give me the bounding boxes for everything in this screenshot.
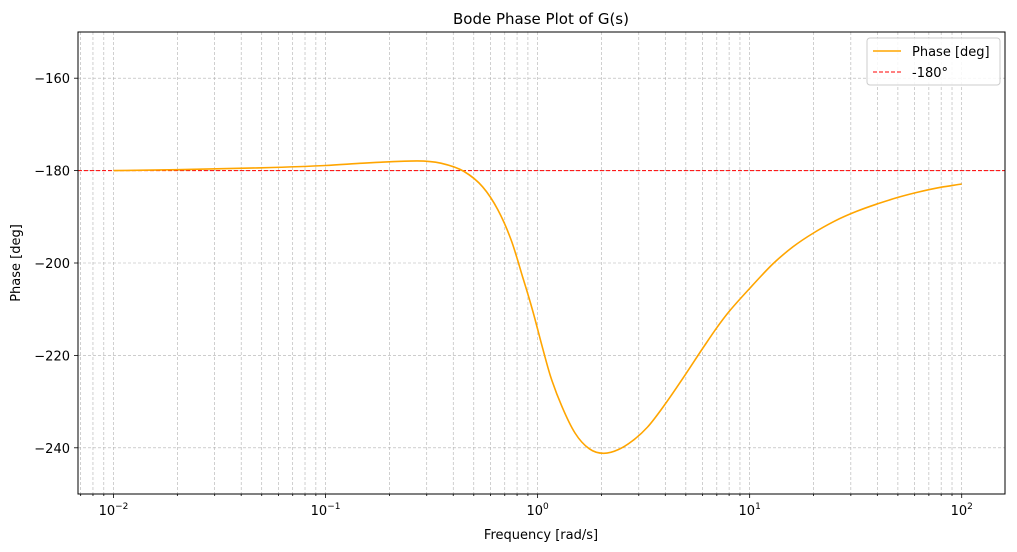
y-tick-label: −180 (34, 165, 70, 180)
legend: Phase [deg] -180° (866, 37, 1001, 86)
x-tick-label: 10−2 (99, 502, 129, 519)
x-tick-label: 102 (951, 502, 973, 519)
grid (78, 32, 1005, 494)
y-axis-label: Phase [deg] (9, 224, 24, 302)
legend-label-minus180: -180° (912, 66, 948, 81)
legend-label-phase: Phase [deg] (912, 45, 990, 60)
x-axis-label: Frequency [rad/s] (484, 528, 598, 543)
chart-title: Bode Phase Plot of G(s) (453, 10, 629, 28)
x-tick-label: 10−1 (311, 502, 341, 519)
axis-ticks: −160 −180 −200 −220 −240 10−2 10−1 100 101 102 (34, 72, 973, 519)
legend-box (866, 37, 1001, 86)
y-tick-label: −220 (34, 349, 70, 364)
y-tick-label: −160 (34, 72, 70, 87)
x-tick-label: 101 (739, 502, 761, 519)
y-tick-label: −240 (34, 442, 70, 457)
phase-curve (113, 160, 962, 455)
y-tick-label: −200 (34, 257, 70, 272)
plot-series (78, 160, 1005, 455)
x-tick-label: 100 (526, 502, 549, 519)
